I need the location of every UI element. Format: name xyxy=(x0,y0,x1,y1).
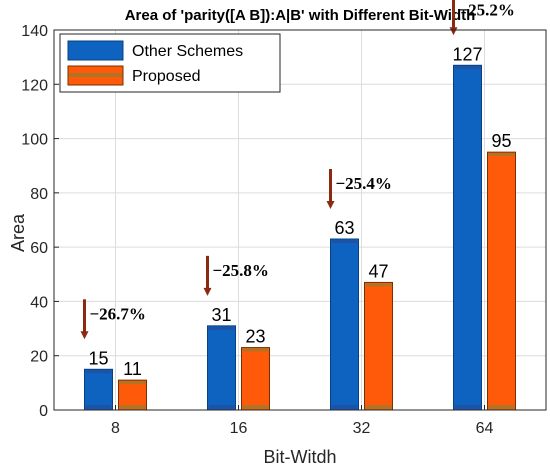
pct-label: −25.8% xyxy=(213,261,269,280)
x-tick-label: 32 xyxy=(353,420,371,437)
bar-bottom-band xyxy=(365,405,392,409)
data-label: 47 xyxy=(368,261,388,281)
y-tick-label: 100 xyxy=(21,132,48,149)
data-label: 11 xyxy=(123,359,142,379)
bar-bottom-band xyxy=(119,405,146,409)
legend: Other Schemes Proposed xyxy=(59,33,281,93)
bar-top-band xyxy=(454,66,481,70)
bar-bottom-band xyxy=(454,405,481,409)
pct-annotation: −25.2% xyxy=(449,0,515,36)
arrow-head xyxy=(326,201,335,209)
data-label: 23 xyxy=(245,327,265,347)
bar-top-band xyxy=(85,370,112,374)
pct-label: −25.4% xyxy=(336,174,392,193)
bar-other-schemes-8 xyxy=(84,368,113,411)
y-tick-label: 120 xyxy=(21,77,48,94)
arrow-head xyxy=(80,331,89,340)
legend-swatch-band xyxy=(69,73,122,77)
bar-top-band xyxy=(488,153,515,157)
x-tick-label: 16 xyxy=(230,420,248,437)
pct-annotation: −25.4% xyxy=(326,169,392,209)
bar-bottom-band xyxy=(208,405,235,409)
chart-title: Area of 'parity([A B]):A|B' with Differe… xyxy=(125,7,476,24)
bar-bottom-band xyxy=(85,405,112,409)
arrow-head xyxy=(449,27,458,36)
bar-proposed-64 xyxy=(487,151,516,411)
data-label: 15 xyxy=(88,348,108,368)
legend-entry-label: Proposed xyxy=(132,68,201,85)
bar-top-band xyxy=(242,348,269,352)
pct-annotation: −25.8% xyxy=(203,255,269,296)
bar-bottom-band xyxy=(331,405,358,409)
bars-group xyxy=(84,64,516,411)
y-axis-label: Area xyxy=(8,213,28,252)
x-tick-label: 64 xyxy=(476,420,494,437)
axes-box xyxy=(53,29,547,411)
pct-annotation: −26.7% xyxy=(80,299,146,340)
y-tick-label: 0 xyxy=(39,403,48,420)
legend-entry-label: Other Schemes xyxy=(132,43,243,60)
x-tick-label: 8 xyxy=(111,420,120,437)
y-tick-label: 140 xyxy=(21,23,48,40)
data-label: 31 xyxy=(211,305,231,325)
bar-bottom-band xyxy=(242,405,269,409)
bar-proposed-32 xyxy=(364,281,393,411)
x-axis-label: Bit-Witdh xyxy=(263,447,336,467)
y-tick-label: 60 xyxy=(30,240,48,257)
bar-top-band xyxy=(119,381,146,385)
bar-other-schemes-64 xyxy=(453,64,482,411)
data-label: 95 xyxy=(491,131,511,151)
bar-other-schemes-16 xyxy=(207,325,236,411)
y-tick-label: 80 xyxy=(30,186,48,203)
pct-label: −26.7% xyxy=(90,304,146,323)
y-tick-label: 20 xyxy=(30,349,48,366)
bar-other-schemes-32 xyxy=(330,238,359,411)
legend-swatch xyxy=(67,40,124,61)
bar-top-band xyxy=(365,283,392,287)
pct-label: −25.2% xyxy=(459,0,515,19)
bar-top-band xyxy=(331,240,358,243)
axes-group: 0 20 40 60 80 100 120 140 8 16 32 64 xyxy=(21,23,547,437)
annotations-group: −26.7% −25.8% −25.4% −25.2% xyxy=(80,0,515,340)
bar-proposed-16 xyxy=(241,347,270,411)
data-labels-group: 15 31 63 127 11 23 47 95 xyxy=(88,44,511,379)
data-label: 127 xyxy=(452,44,482,64)
arrow-head xyxy=(203,287,212,296)
data-label: 63 xyxy=(334,218,354,238)
y-tick-label: 40 xyxy=(30,294,48,311)
bar-bottom-band xyxy=(488,405,515,409)
bar-top-band xyxy=(208,326,235,330)
